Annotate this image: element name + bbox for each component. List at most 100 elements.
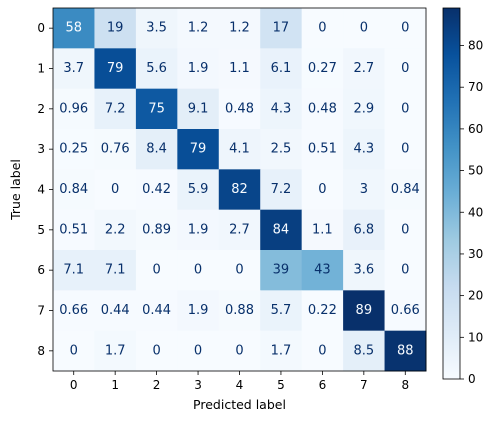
heatmap-cell-7-3 <box>177 290 220 332</box>
heatmap-cell-2-2 <box>135 88 178 130</box>
colorbar-tick-label-1: 10 <box>468 330 483 344</box>
heatmap-cell-label-4-1: 0 <box>111 182 119 197</box>
heatmap-cell-label-3-2: 8.4 <box>146 142 167 157</box>
heatmap-cell-8-1 <box>94 330 137 372</box>
x-tick-label-0: 0 <box>70 378 78 392</box>
heatmap-cell-2-3 <box>177 88 220 130</box>
y-tick-label-6: 6 <box>37 263 45 277</box>
heatmap-cell-label-1-1: 79 <box>107 61 124 76</box>
heatmap-cell-0-8 <box>384 8 427 49</box>
heatmap-cell-0-0 <box>53 8 95 49</box>
heatmap-cell-label-0-4: 1.2 <box>229 21 250 36</box>
heatmap-cell-3-7 <box>343 129 386 170</box>
heatmap-cell-5-2 <box>135 209 178 251</box>
heatmap-cell-5-4 <box>218 209 261 251</box>
heatmap-cell-label-3-1: 0.76 <box>101 142 130 157</box>
heatmap-cell-2-8 <box>384 88 427 130</box>
heatmap-cell-4-1 <box>94 169 137 211</box>
heatmap-cell-label-3-8: 0 <box>401 142 409 157</box>
heatmap-cell-7-4 <box>218 290 261 332</box>
heatmap-cell-label-2-1: 7.2 <box>105 101 126 116</box>
heatmap-cell-label-8-2: 0 <box>152 343 160 358</box>
heatmap-cell-label-6-7: 3.6 <box>353 263 374 278</box>
heatmap-cell-2-7 <box>343 88 386 130</box>
heatmap-cell-6-0 <box>53 250 95 291</box>
heatmap-cell-0-2 <box>135 8 178 49</box>
heatmap-cell-5-7 <box>343 209 386 251</box>
heatmap-cell-1-7 <box>343 48 386 90</box>
heatmap-cell-label-3-3: 79 <box>190 142 207 157</box>
heatmap-cell-4-0 <box>53 169 95 211</box>
heatmap-cell-label-7-4: 0.88 <box>225 303 254 318</box>
heatmap-cell-label-6-2: 0 <box>152 263 160 278</box>
heatmap-cell-label-4-6: 0 <box>318 182 326 197</box>
heatmap-cell-label-0-3: 1.2 <box>188 21 209 36</box>
y-tick-label-7: 7 <box>37 304 45 318</box>
colorbar-tick-label-8: 80 <box>468 39 483 53</box>
heatmap-cell-label-7-2: 0.44 <box>142 303 171 318</box>
heatmap-cell-label-8-4: 0 <box>235 343 243 358</box>
heatmap-cell-2-5 <box>260 88 303 130</box>
heatmap-cell-7-2 <box>135 290 178 332</box>
colorbar-tick-label-7: 70 <box>468 80 483 94</box>
heatmap-cell-5-8 <box>384 209 427 251</box>
heatmap-cell-label-0-7: 0 <box>360 21 368 36</box>
heatmap-cells <box>53 8 427 372</box>
y-tick-label-1: 1 <box>37 62 45 76</box>
heatmap-cell-7-5 <box>260 290 303 332</box>
heatmap-cell-3-2 <box>135 129 178 170</box>
heatmap-cell-2-4 <box>218 88 261 130</box>
heatmap-cell-3-3 <box>177 129 220 170</box>
x-tick-label-1: 1 <box>111 378 119 392</box>
heatmap-cell-4-5 <box>260 169 303 211</box>
heatmap-cell-label-3-5: 2.5 <box>271 142 292 157</box>
heatmap-cell-8-7 <box>343 330 386 372</box>
heatmap-cell-label-7-0: 0.66 <box>59 303 88 318</box>
heatmap-cell-8-4 <box>218 330 261 372</box>
y-axis-ticks: 0 1 2 3 4 5 6 7 8 <box>37 21 53 358</box>
heatmap-cell-label-6-6: 43 <box>314 263 331 278</box>
heatmap-cell-label-4-8: 0.84 <box>391 182 420 197</box>
heatmap-cell-label-5-4: 2.7 <box>229 222 250 237</box>
heatmap-cell-label-5-6: 1.1 <box>312 222 333 237</box>
heatmap-cell-7-7 <box>343 290 386 332</box>
heatmap-cell-label-4-5: 7.2 <box>271 182 292 197</box>
heatmap-cell-4-8 <box>384 169 427 211</box>
heatmap-cell-label-8-7: 8.5 <box>353 343 374 358</box>
heatmap-cell-3-8 <box>384 129 427 170</box>
heatmap-cell-label-2-4: 0.48 <box>225 101 254 116</box>
heatmap-cell-0-4 <box>218 8 261 49</box>
x-tick-label-7: 7 <box>360 378 368 392</box>
heatmap-cell-label-2-3: 9.1 <box>188 101 209 116</box>
y-tick-label-8: 8 <box>37 344 45 358</box>
heatmap-cell-label-8-0: 0 <box>70 343 78 358</box>
colorbar-tick-label-3: 30 <box>468 247 483 261</box>
heatmap-cell-label-0-1: 19 <box>107 21 124 36</box>
heatmap-cell-label-8-3: 0 <box>194 343 202 358</box>
heatmap-cell-8-5 <box>260 330 303 372</box>
heatmap-cell-label-5-3: 1.9 <box>188 222 209 237</box>
heatmap-cell-label-1-3: 1.9 <box>188 61 209 76</box>
heatmap-cell-label-2-5: 4.3 <box>271 101 292 116</box>
heatmap-cell-3-1 <box>94 129 137 170</box>
heatmap-cell-label-4-2: 0.42 <box>142 182 171 197</box>
heatmap-cell-label-4-4: 82 <box>231 182 248 197</box>
heatmap-cell-label-7-8: 0.66 <box>391 303 420 318</box>
x-tick-label-5: 5 <box>277 378 285 392</box>
heatmap-cell-6-8 <box>384 250 427 291</box>
y-tick-label-0: 0 <box>37 21 45 35</box>
heatmap-cell-label-0-0: 58 <box>65 21 82 36</box>
heatmap-cell-1-1 <box>94 48 137 90</box>
heatmap-cell-label-5-5: 84 <box>273 222 290 237</box>
heatmap-cell-label-1-5: 6.1 <box>271 61 292 76</box>
heatmap-cell-5-1 <box>94 209 137 251</box>
heatmap-cell-3-4 <box>218 129 261 170</box>
heatmap-cell-label-8-5: 1.7 <box>271 343 292 358</box>
colorbar-ticks: 0 10 20 30 40 50 60 70 80 <box>460 39 483 386</box>
heatmap-cell-6-3 <box>177 250 220 291</box>
colorbar-tick-label-4: 40 <box>468 205 483 219</box>
colorbar-tick-label-6: 60 <box>468 122 483 136</box>
heatmap-cell-label-1-0: 3.7 <box>63 61 84 76</box>
heatmap-cell-1-6 <box>301 48 344 90</box>
heatmap-cell-2-6 <box>301 88 344 130</box>
